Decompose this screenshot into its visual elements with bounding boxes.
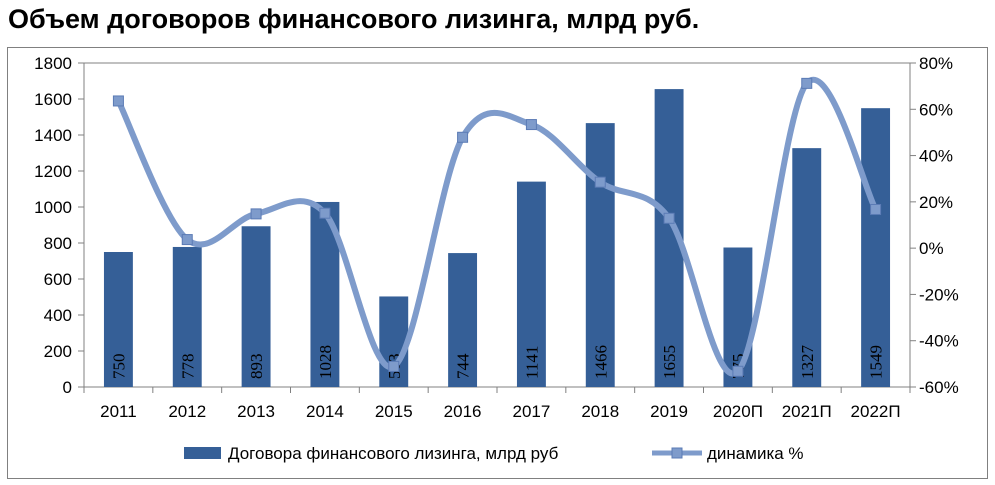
bar bbox=[172, 246, 202, 387]
bar-value-label: 1028 bbox=[316, 345, 335, 379]
bar bbox=[723, 247, 753, 387]
legend-bar-swatch bbox=[184, 447, 221, 459]
legend-line-label: динамика % bbox=[707, 444, 804, 463]
line-marker bbox=[732, 365, 744, 377]
line-marker bbox=[801, 77, 813, 89]
x-tick-label: 2016 bbox=[444, 402, 482, 421]
y-right-tick-label: 80% bbox=[919, 54, 953, 73]
line-marker bbox=[594, 176, 606, 188]
line-marker bbox=[181, 234, 193, 246]
y-left-tick-label: 800 bbox=[44, 234, 72, 253]
line-marker bbox=[250, 208, 262, 220]
x-tick-label: 2013 bbox=[237, 402, 275, 421]
y-left-tick-label: 1800 bbox=[34, 54, 72, 73]
bar-value-label: 1655 bbox=[660, 345, 679, 379]
bar bbox=[103, 252, 133, 387]
bar bbox=[792, 148, 822, 387]
x-tick-label: 2018 bbox=[581, 402, 619, 421]
x-tick-label: 2021П bbox=[782, 402, 832, 421]
line-marker bbox=[388, 360, 400, 372]
bar bbox=[861, 108, 891, 388]
y-left-tick-label: 0 bbox=[63, 378, 72, 397]
x-tick-label: 2017 bbox=[513, 402, 551, 421]
x-tick-label: 2011 bbox=[100, 402, 137, 421]
x-tick-label: 2020П bbox=[713, 402, 763, 421]
line-marker bbox=[319, 207, 331, 219]
bar-value-label: 750 bbox=[109, 354, 128, 380]
bar bbox=[448, 253, 478, 387]
y-left-tick-label: 200 bbox=[44, 342, 72, 361]
y-right-tick-label: -40% bbox=[919, 332, 959, 351]
bar-data-labels: 7507788931028503744114114661655775132715… bbox=[109, 345, 885, 380]
y-right-tick-label: 60% bbox=[919, 100, 953, 119]
legend-line-marker bbox=[671, 447, 683, 459]
line-marker bbox=[112, 95, 124, 107]
legend: Договора финансового лизинга, млрд руб д… bbox=[184, 444, 804, 463]
legend-bar-label: Договора финансового лизинга, млрд руб bbox=[228, 444, 559, 463]
line-marker bbox=[870, 203, 882, 215]
x-tick-label: 2022П bbox=[851, 402, 901, 421]
line-marker bbox=[525, 119, 537, 131]
y-right-tick-label: -20% bbox=[919, 285, 959, 304]
y-right-tick-label: 0% bbox=[919, 239, 944, 258]
bar bbox=[516, 181, 546, 387]
bar-value-label: 1549 bbox=[867, 345, 886, 379]
bar bbox=[585, 123, 615, 388]
y-axis-right-ticks: -60% -40% -20% 0% 20% 40% 60% 80% bbox=[910, 54, 959, 397]
dynamics-markers bbox=[112, 77, 882, 377]
bar-value-label: 1466 bbox=[591, 345, 610, 379]
dynamics-line bbox=[115, 76, 879, 377]
bar bbox=[379, 296, 409, 387]
x-tick-label: 2015 bbox=[375, 402, 413, 421]
y-left-tick-label: 600 bbox=[44, 270, 72, 289]
bar bbox=[241, 226, 271, 387]
y-left-tick-label: 400 bbox=[44, 306, 72, 325]
line-marker bbox=[457, 131, 469, 143]
bar-value-label: 1141 bbox=[522, 346, 541, 379]
y-left-tick-label: 1000 bbox=[34, 198, 72, 217]
bar-value-label: 744 bbox=[454, 353, 473, 379]
y-right-tick-label: -60% bbox=[919, 378, 959, 397]
x-tick-label: 2019 bbox=[650, 402, 688, 421]
chart-frame bbox=[7, 47, 988, 479]
line-marker bbox=[663, 212, 675, 224]
y-left-tick-label: 1200 bbox=[34, 162, 72, 181]
x-axis-ticks: 2011 2012 2013 2014 2015 2016 2017 2018 2019 2020… bbox=[83, 387, 911, 421]
bar-value-label: 893 bbox=[247, 354, 266, 380]
y-right-tick-label: 40% bbox=[919, 147, 953, 166]
y-left-tick-label: 1400 bbox=[34, 126, 72, 145]
y-right-tick-label: 20% bbox=[919, 193, 953, 212]
bar-value-label: 778 bbox=[178, 354, 197, 380]
y-left-tick-label: 1600 bbox=[34, 90, 72, 109]
chart-title: Объем договоров финансового лизинга, млр… bbox=[8, 4, 700, 34]
x-tick-label: 2012 bbox=[168, 402, 206, 421]
y-axis-left-ticks: 0 200 400 600 800 1000 1200 1400 1600 1800 bbox=[34, 54, 84, 397]
x-tick-label: 2014 bbox=[306, 402, 344, 421]
bar-value-label: 1327 bbox=[798, 345, 817, 380]
